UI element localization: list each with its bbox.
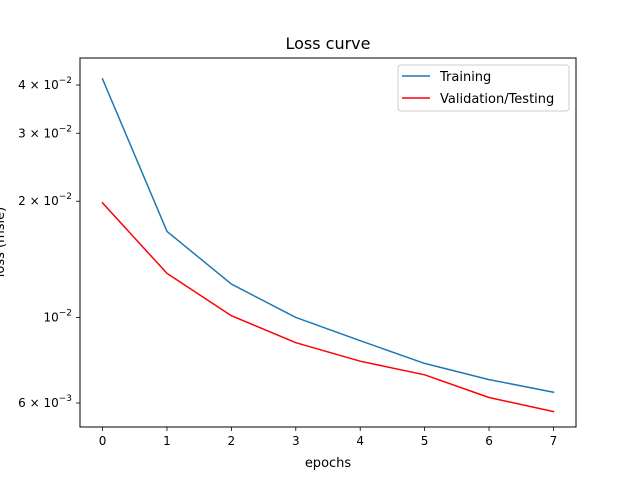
y-tick-label: 6 × 10−3 xyxy=(18,394,72,410)
x-tick-label: 2 xyxy=(228,434,236,448)
legend: Training Validation/Testing xyxy=(397,64,570,112)
y-tick-label: 10−2 xyxy=(43,308,72,324)
x-tick-label: 1 xyxy=(163,434,171,448)
x-axis-label: epochs xyxy=(305,456,352,471)
y-axis-ticks: 6 × 10−3 10−2 2 × 10−2 3 × 10−2 4 × 10−2 xyxy=(18,76,80,410)
y-tick-label: 3 × 10−2 xyxy=(18,124,72,140)
plot-area: 0 1 2 3 4 5 6 7 6 × 10−3 10−2 2 × 10−2 3 × 10−2 4 ×… xyxy=(18,57,577,448)
y-tick-label: 4 × 10−2 xyxy=(18,76,72,92)
legend-entries: Training Validation/Testing xyxy=(402,70,554,107)
x-tick-label: 7 xyxy=(550,434,558,448)
legend-label: Training xyxy=(439,70,491,85)
y-tick-label: 2 × 10−2 xyxy=(18,192,72,208)
x-tick-label: 6 xyxy=(485,434,493,448)
chart-title: Loss curve xyxy=(285,34,370,53)
x-tick-label: 0 xyxy=(99,434,107,448)
y-axis-label: loss (msle) xyxy=(0,207,8,277)
legend-label: Validation/Testing xyxy=(440,92,554,107)
plot-frame xyxy=(79,57,577,428)
series-layer xyxy=(101,77,555,413)
series-line-training xyxy=(101,77,555,394)
series-line-validation-testing xyxy=(101,201,555,413)
x-tick-label: 5 xyxy=(421,434,429,448)
x-axis-ticks: 0 1 2 3 4 5 6 7 xyxy=(99,427,558,448)
legend-box xyxy=(397,64,570,112)
x-tick-label: 4 xyxy=(356,434,364,448)
x-tick-label: 3 xyxy=(292,434,300,448)
